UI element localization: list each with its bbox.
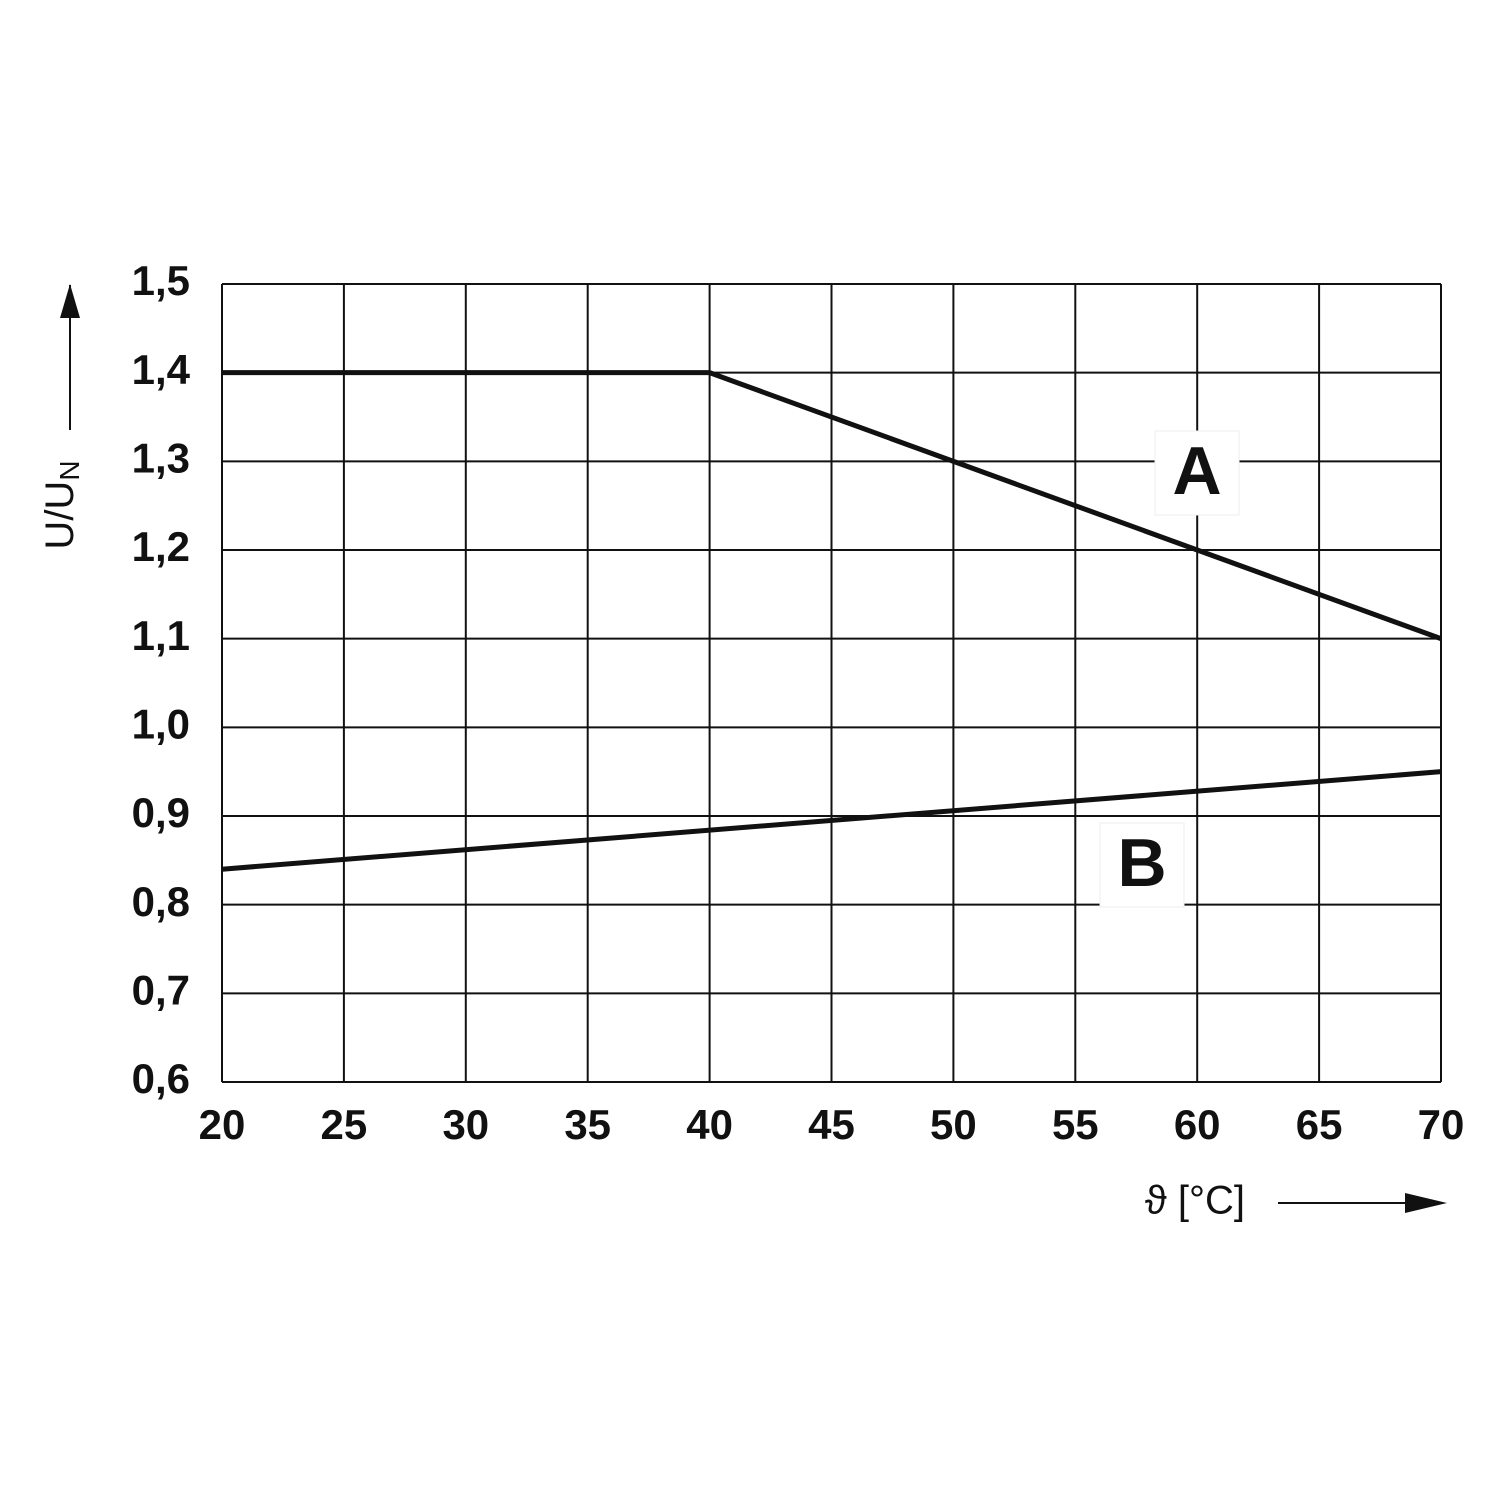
series-line bbox=[222, 370, 1442, 642]
y-tick-label: 0,9 bbox=[132, 789, 190, 836]
x-tick-label: 45 bbox=[808, 1101, 855, 1148]
y-tick-label: 1,0 bbox=[132, 700, 190, 747]
x-tick-label: 20 bbox=[199, 1101, 246, 1148]
x-arrow-head bbox=[1405, 1193, 1447, 1213]
series-label: A bbox=[1172, 433, 1221, 509]
x-tick-label: 65 bbox=[1296, 1101, 1343, 1148]
y-label-sub: N bbox=[54, 460, 85, 480]
x-tick-label: 55 bbox=[1052, 1101, 1099, 1148]
x-tick-label: 40 bbox=[686, 1101, 733, 1148]
x-axis-label: ϑ [°C] bbox=[1145, 1179, 1245, 1223]
y-tick-label: 1,4 bbox=[132, 346, 191, 393]
x-tick-label: 25 bbox=[321, 1101, 368, 1148]
y-label-main: U/U bbox=[38, 481, 82, 550]
x-tick-label: 35 bbox=[564, 1101, 611, 1148]
y-axis-label: U/UN bbox=[38, 460, 86, 549]
series-line bbox=[221, 769, 1442, 872]
series-label: B bbox=[1117, 825, 1166, 901]
y-arrow-head bbox=[60, 284, 80, 318]
x-tick-label: 50 bbox=[930, 1101, 977, 1148]
y-tick-label: 0,8 bbox=[132, 878, 190, 925]
x-tick-label: 60 bbox=[1174, 1101, 1221, 1148]
x-tick-label: 70 bbox=[1418, 1101, 1465, 1148]
y-tick-label: 0,7 bbox=[132, 966, 190, 1013]
y-tick-label: 1,2 bbox=[132, 523, 190, 570]
y-tick-label: 1,3 bbox=[132, 434, 190, 481]
y-tick-label: 1,1 bbox=[132, 612, 190, 659]
series-label-box bbox=[1099, 822, 1185, 908]
y-tick-label: 0,6 bbox=[132, 1055, 190, 1102]
series-label-box bbox=[1154, 430, 1240, 516]
y-tick-label: 1,5 bbox=[132, 257, 190, 304]
x-tick-label: 30 bbox=[442, 1101, 489, 1148]
